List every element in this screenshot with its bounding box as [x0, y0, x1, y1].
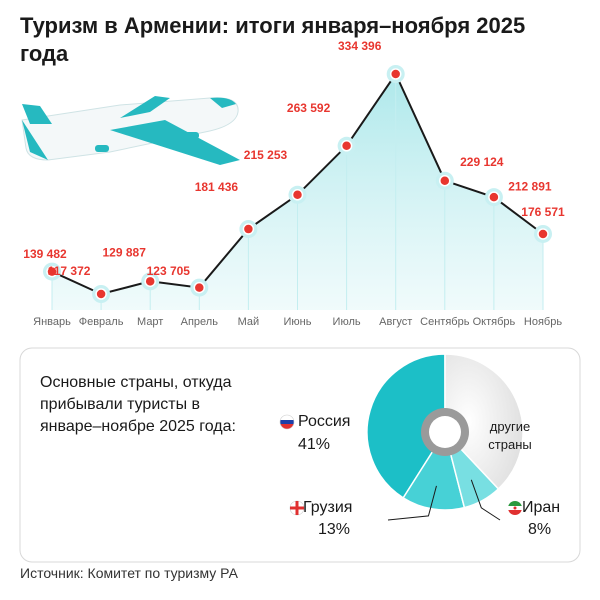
- pie-category-label: Россия: [298, 413, 351, 430]
- marker: [340, 140, 353, 152]
- value-label: 129 887: [103, 245, 147, 259]
- value-label: 215 253: [244, 148, 288, 162]
- pie-value-label: 41%: [298, 436, 331, 453]
- marker: [488, 191, 500, 203]
- x-tick-label: Май: [238, 316, 260, 328]
- x-tick-label: Январь: [33, 316, 71, 328]
- x-tick-label: Апрель: [181, 316, 219, 328]
- pie-slice: [444, 353, 524, 490]
- pie-title: Основные страны, откуда прибывали турист…: [40, 374, 236, 435]
- value-label: 181 436: [195, 180, 239, 194]
- marker: [439, 174, 451, 187]
- value-label: 263 592: [287, 101, 331, 115]
- pie-category-label: Иран: [522, 499, 561, 516]
- pie-value-label: 8%: [528, 521, 552, 538]
- flag-russia: [279, 414, 295, 430]
- x-tick-label: Сентябрь: [420, 316, 470, 328]
- marker: [242, 223, 255, 235]
- marker: [291, 189, 304, 201]
- marker: [193, 281, 206, 294]
- x-tick-label: Июнь: [284, 316, 312, 328]
- value-label: 229 124: [460, 155, 504, 169]
- pie-value-label: 13%: [318, 521, 351, 538]
- chart-title: Туризм в Армении: итоги января–ноября 20…: [20, 13, 526, 66]
- leader-line: [387, 485, 437, 521]
- x-tick-label: Март: [137, 316, 163, 328]
- airplane: [21, 96, 240, 165]
- marker: [46, 265, 58, 278]
- source: Источник: Комитет по туризму РА: [20, 565, 238, 581]
- x-tick-label: Февраль: [79, 316, 124, 328]
- flag-iran: [508, 501, 522, 515]
- pie-category-label: Грузия: [303, 499, 353, 516]
- x-tick-label: Июль: [333, 316, 361, 328]
- value-label: 117 372: [48, 264, 91, 278]
- x-tick-label: Август: [379, 316, 412, 328]
- marker: [537, 228, 549, 240]
- donut-hole: [429, 416, 461, 448]
- marker: [95, 288, 107, 300]
- value-label: 139 482: [23, 247, 67, 261]
- pie-category-label: другие страны: [488, 419, 532, 452]
- marker: [389, 68, 402, 80]
- value-label: 334 396: [338, 39, 382, 53]
- flag-georgia: [289, 500, 305, 516]
- x-tick-label: Ноябрь: [524, 316, 562, 328]
- marker: [144, 275, 156, 288]
- value-label: 123 705: [147, 264, 191, 278]
- leader-line: [470, 479, 501, 521]
- value-label: 176 571: [521, 205, 565, 219]
- x-tick-label: Октябрь: [473, 316, 516, 328]
- area: [52, 74, 543, 310]
- value-label: 212 891: [508, 179, 552, 193]
